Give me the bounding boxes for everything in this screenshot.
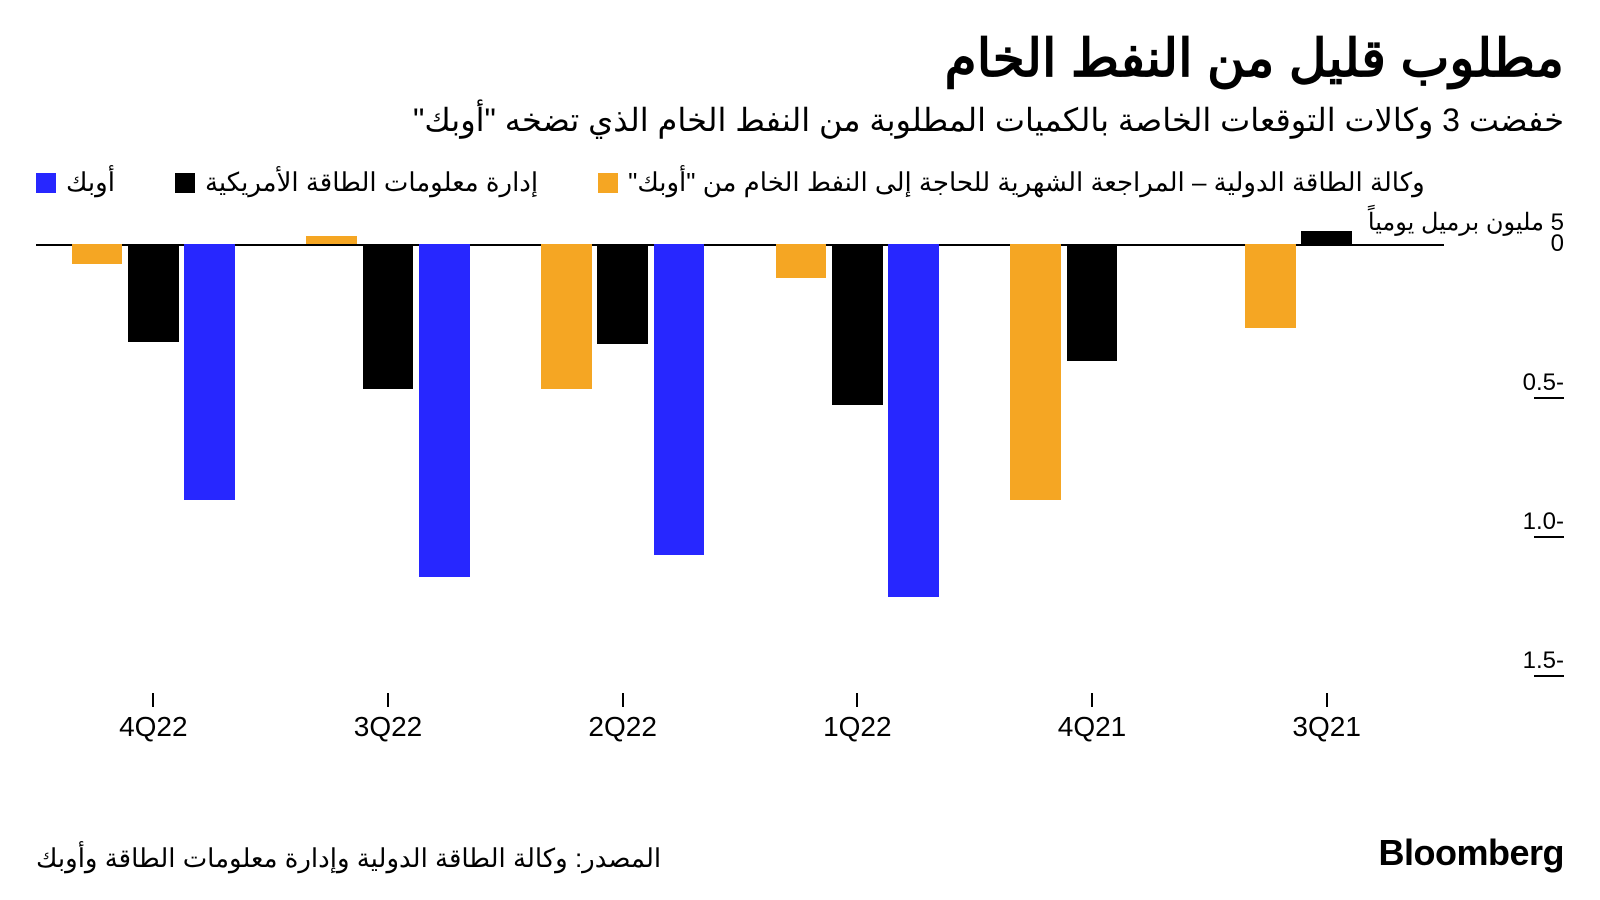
legend-label-eia: إدارة معلومات الطاقة الأمريكية: [205, 167, 538, 198]
x-tick-label: 1Q22: [823, 711, 892, 743]
y-tick-label: 0: [1551, 230, 1564, 258]
x-tick-label: 3Q21: [1292, 711, 1361, 743]
x-tick-label: 4Q22: [119, 711, 188, 743]
x-tick-mark: [1091, 693, 1093, 707]
plot-region: [36, 208, 1444, 688]
bar: [1245, 244, 1296, 327]
bar: [654, 244, 705, 555]
bar: [1010, 244, 1061, 499]
chart-container: مطلوب قليل من النفط الخام خفضت 3 وكالات …: [0, 0, 1600, 900]
x-tick-mark: [1326, 693, 1328, 707]
legend-swatch-eia: [175, 173, 195, 193]
bar: [541, 244, 592, 388]
chart-subtitle: خفضت 3 وكالات التوقعات الخاصة بالكميات ا…: [36, 100, 1564, 142]
x-tick-mark: [387, 693, 389, 707]
y-tick-mark: [1534, 397, 1564, 399]
legend-item-opec: أوبك: [36, 167, 115, 198]
bar: [888, 244, 939, 596]
bar: [128, 244, 179, 341]
y-tick-label: -1.0: [1523, 508, 1564, 536]
x-tick-mark: [152, 693, 154, 707]
chart-footer: المصدر: وكالة الطاقة الدولية وإدارة معلو…: [36, 832, 1564, 874]
bar: [72, 244, 123, 263]
y-tick-mark: [1534, 675, 1564, 677]
chart-plot-area: 5 مليون برميل يومياً0-0.5-1.0-1.5 4Q223Q…: [36, 208, 1564, 748]
chart-title: مطلوب قليل من النفط الخام: [36, 30, 1564, 90]
x-axis-labels: 4Q22 3Q22 2Q22 1Q22 4Q21 3Q21: [36, 693, 1444, 748]
y-tick-label: -1.5: [1523, 647, 1564, 675]
x-tick-label: 3Q22: [354, 711, 423, 743]
legend: أوبك إدارة معلومات الطاقة الأمريكية وكال…: [36, 167, 1564, 198]
bar: [1301, 231, 1352, 245]
y-tick-label: -0.5: [1523, 369, 1564, 397]
x-tick-label: 4Q21: [1058, 711, 1127, 743]
zero-axis-line: [36, 244, 1444, 246]
legend-swatch-iea: [598, 173, 618, 193]
legend-label-iea: وكالة الطاقة الدولية – المراجعة الشهرية …: [628, 167, 1425, 198]
source-text: المصدر: وكالة الطاقة الدولية وإدارة معلو…: [36, 843, 661, 874]
bar: [1067, 244, 1118, 361]
y-axis-labels: 5 مليون برميل يومياً0-0.5-1.0-1.5: [1449, 208, 1564, 688]
bar: [363, 244, 414, 388]
x-tick-label: 2Q22: [588, 711, 657, 743]
brand-logo: Bloomberg: [1378, 832, 1564, 874]
legend-item-eia: إدارة معلومات الطاقة الأمريكية: [175, 167, 538, 198]
legend-swatch-opec: [36, 173, 56, 193]
x-tick-mark: [622, 693, 624, 707]
bar: [419, 244, 470, 577]
legend-item-iea: وكالة الطاقة الدولية – المراجعة الشهرية …: [598, 167, 1425, 198]
bar: [776, 244, 827, 277]
x-tick-mark: [856, 693, 858, 707]
legend-label-opec: أوبك: [66, 167, 115, 198]
y-tick-mark: [1534, 536, 1564, 538]
bar: [597, 244, 648, 344]
bar: [306, 236, 357, 244]
bar: [184, 244, 235, 499]
bar: [832, 244, 883, 405]
